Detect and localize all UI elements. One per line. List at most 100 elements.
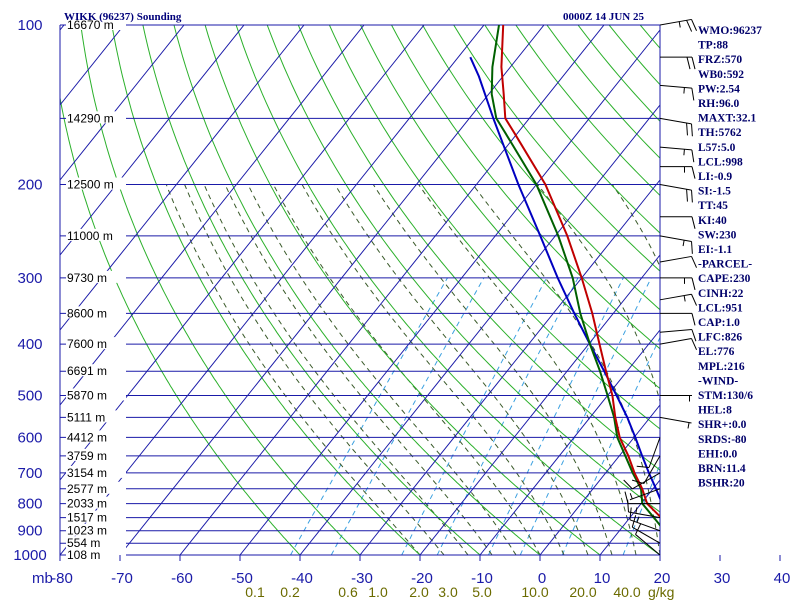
isotherm <box>60 25 485 555</box>
dry-adiabat <box>297 25 660 471</box>
height-label: 11000 m <box>67 229 113 243</box>
dry-adiabat <box>60 95 301 555</box>
height-label: 108 m <box>67 548 100 562</box>
mixing-ratio-label: 3.0 <box>438 584 458 600</box>
height-label-bg <box>66 337 126 350</box>
wind-barb-flag <box>691 338 698 351</box>
height-label: 9730 m <box>67 271 107 285</box>
isotherm <box>479 329 660 555</box>
wind-barb-staff <box>632 472 661 490</box>
wind-barb-flag <box>623 479 633 490</box>
parcel-trace <box>469 56 660 502</box>
isotherm <box>419 254 660 555</box>
wind-barb-half-flag <box>683 295 686 302</box>
height-label-bg <box>66 536 126 549</box>
temperature-tick-label: -60 <box>171 570 193 587</box>
temperature-labels: mb-80 -70 -60 -50 -40 -30 -20 -10 0 10 20 30 40 <box>32 555 790 587</box>
height-label: 554 m <box>67 536 100 550</box>
wind-barb-flag <box>691 313 696 326</box>
wind-barb-staff <box>659 235 692 242</box>
wind-barb <box>659 18 698 32</box>
height-label-bg <box>66 111 126 124</box>
wind-barb-staff <box>629 519 661 532</box>
index-line: TH:5762 <box>698 127 742 139</box>
wind-barb-flag <box>631 515 637 528</box>
wind-barb-staff <box>659 18 692 26</box>
mixing-ratio-label: 2.0 <box>409 584 429 600</box>
height-label-bg <box>66 388 126 401</box>
wind-barb <box>659 416 692 429</box>
height-label: 3759 m <box>67 449 107 463</box>
moist-adiabat <box>334 184 589 555</box>
wind-barb-staff <box>659 255 692 263</box>
index-line: -WIND- <box>698 375 738 387</box>
dry-adiabat <box>359 25 660 390</box>
sounding-time: 0000Z 14 JUN 25 <box>563 11 644 23</box>
index-line: -PARCEL- <box>698 259 752 271</box>
wind-barb-half-flag <box>636 516 640 523</box>
height-label-bg <box>66 18 126 30</box>
stability-indices: WMO:96237 TP:88 FRZ:570 WB0:592 PW:2.54 RH:96… <box>698 25 762 490</box>
dewpoint-trace <box>490 25 660 527</box>
mixing-ratio-label: 10.0 <box>521 584 548 600</box>
isotherms <box>60 25 660 555</box>
wind-barb-half-flag <box>683 149 685 156</box>
mixing-ratio-label: 1.0 <box>368 584 388 600</box>
wind-barb-staff <box>632 526 661 544</box>
wind-barb <box>629 507 661 532</box>
isotherm <box>239 29 660 555</box>
dry-adiabat <box>422 25 660 311</box>
index-line: CAPE:230 <box>698 273 751 285</box>
wind-barb-staff <box>659 338 692 345</box>
temperature-tick-label: -40 <box>291 570 313 587</box>
dry-adiabat <box>111 25 421 555</box>
index-line: EL:776 <box>698 346 735 358</box>
wind-barb <box>660 394 692 402</box>
pressure-labels: 100 200 300 400 500 600 700 800 900 1000 <box>13 17 46 564</box>
wind-barb-flag <box>691 256 698 268</box>
index-line: WMO:96237 <box>698 25 762 37</box>
wind-barb-staff <box>659 84 692 89</box>
pressure-label: 700 <box>17 465 42 482</box>
height-label: 12500 m <box>67 178 114 192</box>
wind-barb-staff <box>659 293 692 301</box>
wind-barb <box>659 235 693 254</box>
wind-barb-flag <box>691 277 696 290</box>
wind-barb <box>659 184 693 203</box>
height-label-bg <box>66 270 126 283</box>
height-label-bg <box>66 465 126 478</box>
moist-adiabat <box>537 184 660 404</box>
height-label: 6691 m <box>67 364 107 378</box>
wind-barb <box>659 328 697 342</box>
height-label-bg <box>66 481 126 494</box>
pressure-label: 500 <box>17 387 42 404</box>
pressure-label: 200 <box>17 177 42 194</box>
wind-barb-staff <box>659 416 692 424</box>
index-line: BRN:11.4 <box>698 463 746 475</box>
wind-barb-flag <box>691 149 695 163</box>
mixing-ratio-unit: g/kg <box>648 584 674 600</box>
wind-barb-staff <box>659 184 692 191</box>
wind-barb <box>636 437 661 468</box>
isotherm <box>60 25 245 256</box>
height-label: 1023 m <box>67 524 107 538</box>
index-line: LCL:951 <box>698 302 743 314</box>
pressure-label: 400 <box>17 336 42 353</box>
wind-barb-flag <box>691 88 695 101</box>
wind-barb-flag <box>691 166 696 179</box>
height-label: 3154 m <box>67 466 107 480</box>
dry-adiabats <box>60 25 660 555</box>
height-label-bg <box>66 496 126 509</box>
dry-adiabat <box>80 25 361 555</box>
wind-barb-staff <box>643 455 661 484</box>
temperature-tick-label: -20 <box>411 570 433 587</box>
wind-barb-staff <box>648 437 661 468</box>
height-label-bg <box>66 364 126 377</box>
index-line: CINH:22 <box>698 288 744 300</box>
isotherm <box>359 179 660 555</box>
mixing-ratio-line <box>622 463 660 555</box>
wind-barb-flag <box>691 216 696 229</box>
index-line: LI:-0.9 <box>698 171 732 183</box>
index-line: PW:2.54 <box>698 83 740 95</box>
